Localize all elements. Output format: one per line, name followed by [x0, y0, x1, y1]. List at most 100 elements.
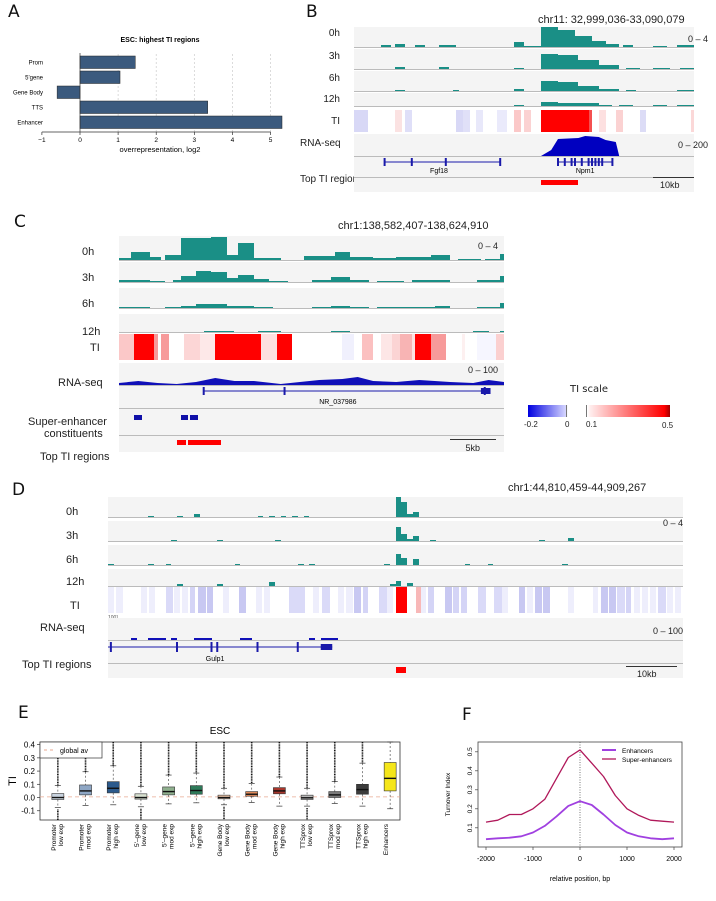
signal-bar: [434, 279, 451, 282]
ti-block: [313, 587, 320, 613]
gene-label: NR_037986: [319, 399, 356, 406]
signal-bar: [578, 86, 599, 91]
signal-bar: [568, 538, 574, 541]
signal-bar: [412, 536, 419, 541]
exon: [587, 158, 590, 166]
rna-signal: [320, 638, 338, 640]
signal-bar: [619, 105, 633, 106]
x-tick-label: 1: [116, 137, 120, 144]
signal-bar: [500, 330, 504, 332]
ti-block: [362, 587, 368, 613]
legend-label: Enhancers: [622, 748, 654, 755]
x-tick-label-line2: mod exp: [335, 824, 342, 849]
signal-bar: [541, 27, 558, 47]
exon: [296, 642, 299, 652]
ti-block: [255, 587, 263, 613]
ti-block: [215, 334, 262, 360]
ti-block: [541, 110, 589, 132]
ti-block: [392, 334, 401, 360]
signal-bar: [439, 67, 450, 69]
track-rna-seq: [354, 134, 694, 157]
ti-block: [461, 587, 467, 613]
signal-bar: [452, 89, 460, 91]
signal-range-label: 0 – 4: [662, 518, 683, 528]
track-label-top-ti-regions: Top TI regions: [300, 174, 364, 185]
ti-scale-label-01: 0.1: [586, 420, 598, 429]
rna-range-label: 0 – 100: [467, 365, 498, 375]
x-tick-label-line2: mod exp: [86, 824, 93, 849]
track-label-12h: 12h: [66, 576, 85, 588]
signal-bar: [622, 44, 633, 47]
track-6h: [354, 71, 694, 92]
gene-label-npm1: Npm1: [576, 168, 595, 175]
signal-bar: [148, 563, 154, 565]
ti-block: [588, 110, 592, 132]
x-tick-label: 1000: [619, 856, 635, 863]
ti-scale-tick-01: [586, 405, 587, 417]
ti-block: [379, 587, 388, 613]
rna-profile: [119, 377, 504, 385]
signal-bar: [238, 275, 254, 282]
signal-bar: [401, 534, 407, 541]
panel-c-letter: C: [14, 212, 26, 232]
signal-bar: [411, 306, 435, 308]
ti-block: [395, 587, 407, 613]
track-label-rna-seq: RNA-seq: [300, 138, 341, 149]
y-tick-label: 0.5: [467, 747, 474, 756]
exon: [210, 642, 213, 652]
signal-bar: [439, 45, 456, 47]
ti-block: [134, 334, 154, 360]
ti-block: [198, 587, 206, 613]
signal-bar: [677, 89, 694, 91]
category-label: Enhancer: [17, 121, 43, 127]
signal-bar: [217, 539, 223, 541]
exon: [480, 388, 491, 394]
signal-bar: [477, 280, 501, 282]
signal-bar: [605, 44, 620, 47]
signal-range-label: 0 – 4: [477, 241, 498, 251]
ti-block: [415, 587, 422, 613]
signal-bar: [376, 280, 404, 282]
signal-bar: [297, 563, 304, 565]
exon: [202, 387, 205, 395]
signal-bar: [350, 280, 370, 282]
track-label-top-ti-regions: Top TI regions: [22, 659, 92, 671]
legend-label: Super-enhancers: [622, 757, 673, 764]
ti-block: [568, 587, 574, 613]
x-tick-label: 5: [269, 137, 273, 144]
scale-bar-label: 10kb: [660, 180, 680, 190]
track-ti: [119, 334, 504, 360]
signal-bar: [334, 251, 350, 260]
signal-bar: [558, 55, 579, 69]
x-tick-label-line2: low exp: [224, 824, 231, 846]
track-ti: [354, 110, 694, 132]
x-tick-label: -2000: [477, 856, 495, 863]
signal-bar: [626, 67, 640, 69]
signal-bar: [558, 102, 586, 106]
signal-bar: [177, 515, 183, 517]
track-label-0h: 0h: [328, 28, 340, 39]
signal-bar: [500, 303, 504, 308]
gene-label: Gulp1: [206, 656, 225, 663]
x-tick-label-line2: mod exp: [169, 824, 176, 849]
top-ti-region: [395, 667, 406, 673]
x-tick-label-line1: TTSprox: [300, 823, 307, 849]
signal-bar: [524, 45, 541, 47]
ti-block: [444, 587, 453, 613]
track-ti: [108, 587, 683, 613]
super-enhancer-constituent: [180, 415, 189, 420]
signal-bar: [578, 60, 599, 69]
category-label: TTS: [32, 106, 43, 112]
box: [383, 762, 397, 792]
ti-block: [461, 334, 466, 360]
ti-block: [615, 110, 623, 132]
ti-block: [387, 587, 394, 613]
signal-bar: [292, 515, 298, 517]
ti-block: [354, 587, 362, 613]
signal-bar: [407, 538, 413, 541]
scale-bar: [625, 666, 678, 667]
signal-bar: [394, 44, 405, 47]
track-label-top-ti-regions: Top TI regions: [40, 451, 110, 463]
ti-block: [288, 587, 297, 613]
signal-bar: [464, 563, 471, 565]
